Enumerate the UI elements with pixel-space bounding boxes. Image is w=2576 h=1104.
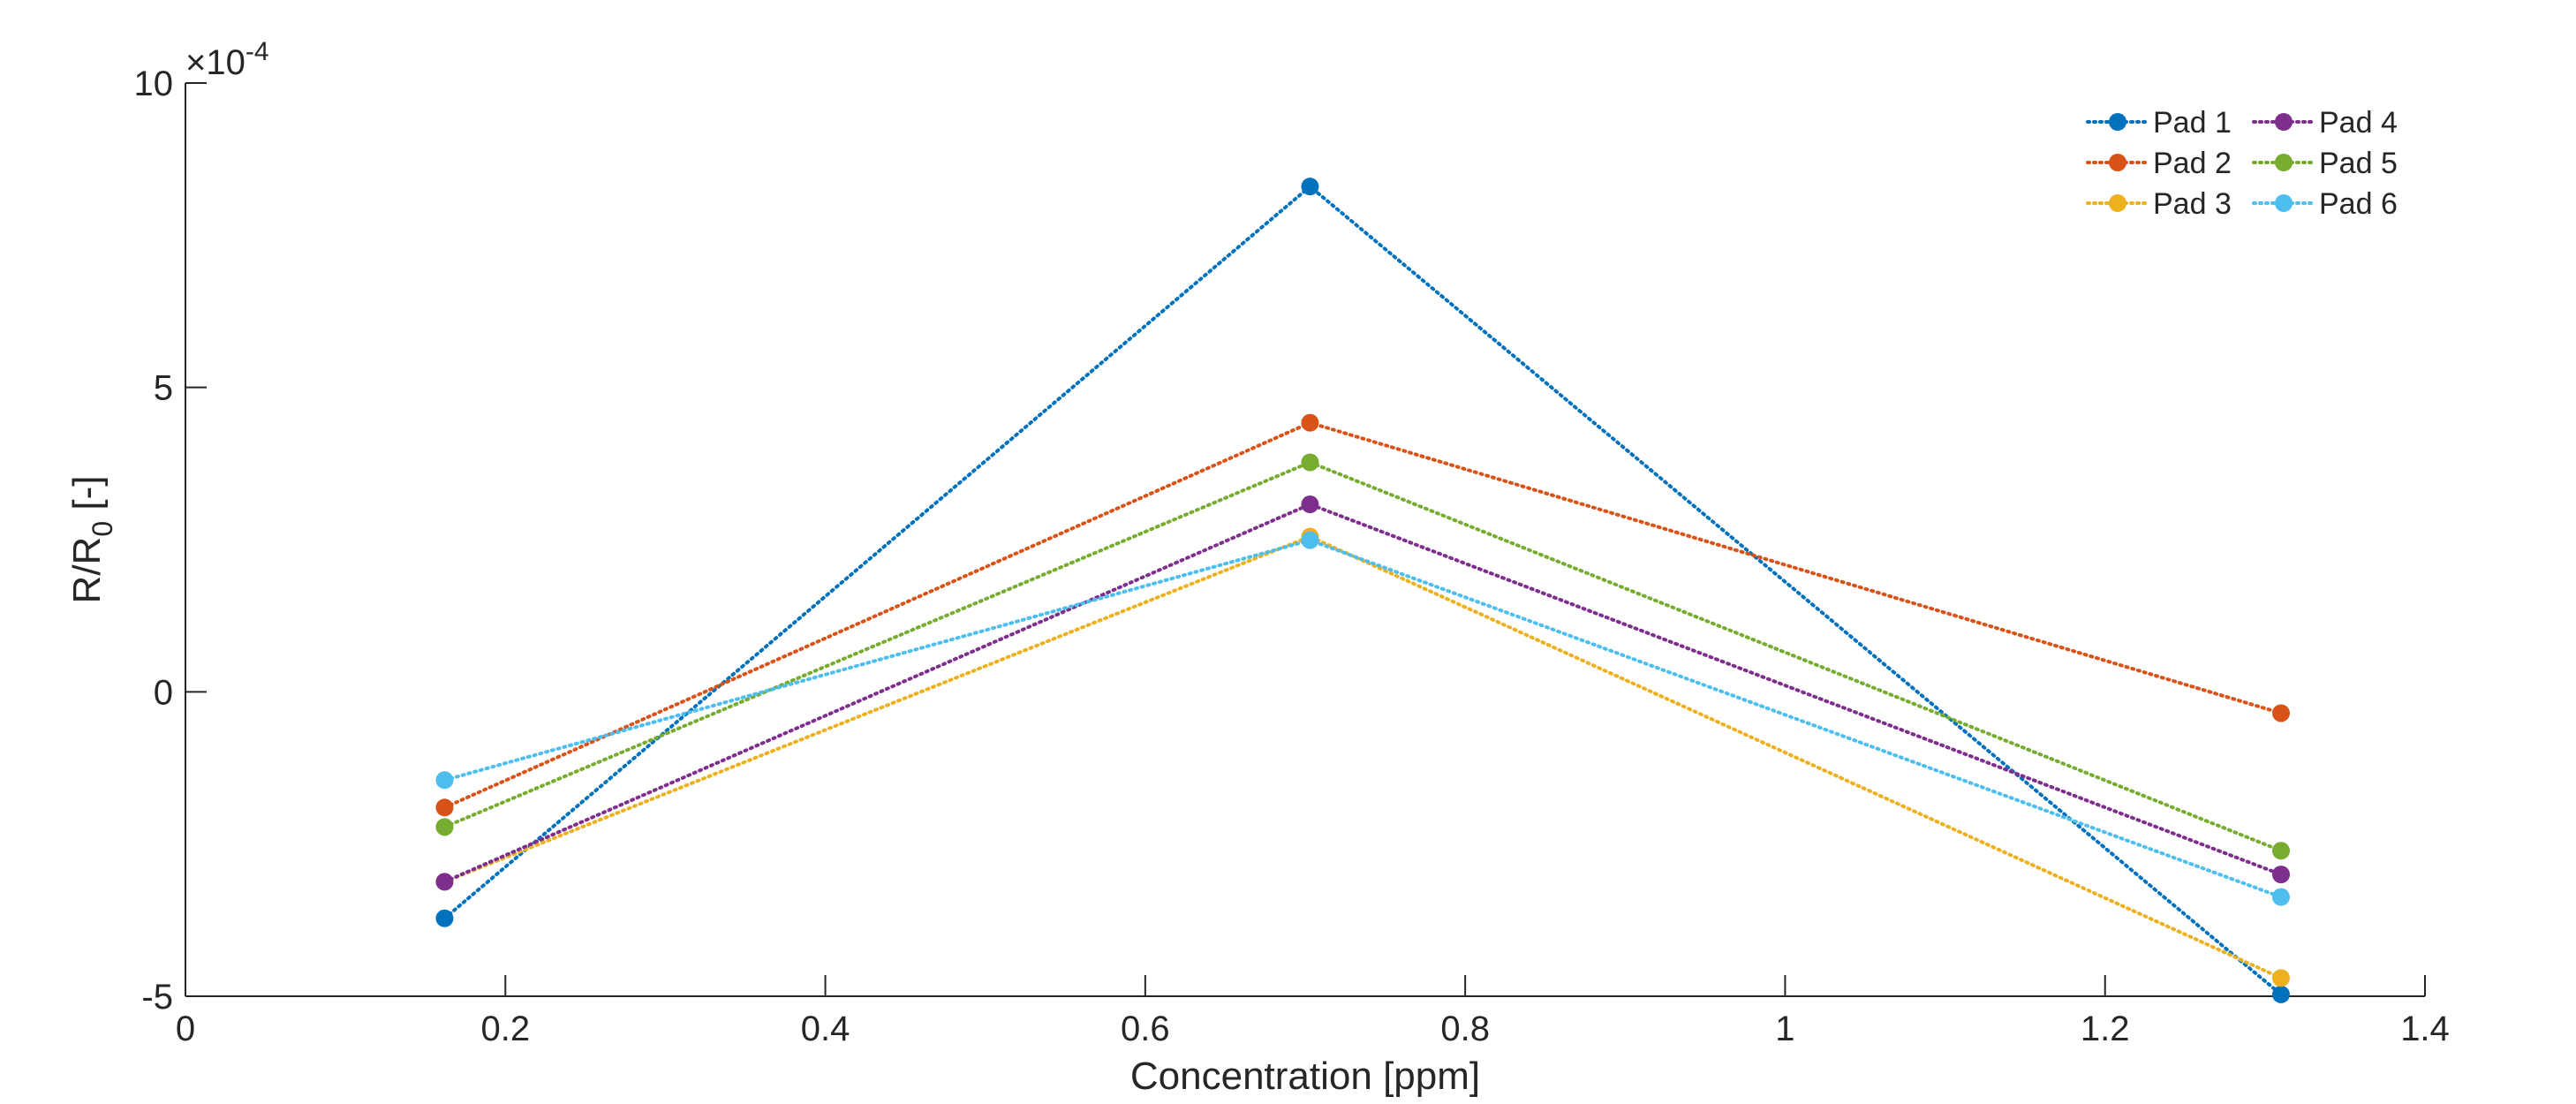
y-tick-label: 5	[154, 369, 173, 408]
series-line	[442, 538, 2283, 899]
legend-label: Pad 6	[2319, 187, 2398, 221]
x-tick-label: 1	[1775, 1009, 1794, 1048]
series-5	[435, 453, 2290, 860]
data-point	[435, 818, 454, 836]
legend-item: Pad 4	[2252, 106, 2398, 140]
x-ticks: 0 0.2 0.4 0.6 0.8 1 1.2 1.4	[176, 975, 2450, 1048]
legend-swatch-marker	[2275, 154, 2293, 171]
series-1	[435, 178, 2290, 1003]
series-6	[435, 531, 2290, 906]
data-point	[1301, 178, 1319, 196]
legend-label: Pad 5	[2319, 147, 2398, 180]
series-line	[442, 420, 2283, 810]
y-axis-exponent: ×10-4	[185, 37, 269, 82]
x-axis-title: Concentration [ppm]	[1130, 1055, 1480, 1098]
data-point	[1301, 495, 1319, 514]
series-4	[435, 495, 2290, 891]
y-exponent-power: -4	[246, 37, 269, 66]
y-tick-label: 0	[154, 673, 173, 712]
y-tick-label: -5	[141, 978, 173, 1017]
x-tick-label: 1.2	[2081, 1009, 2130, 1048]
data-point	[2271, 888, 2290, 906]
y-title-subscript: 0	[87, 521, 118, 537]
y-ticks: -5 0 5 10	[134, 64, 207, 1017]
series-line	[442, 534, 2283, 980]
series-line	[442, 460, 2283, 853]
y-exponent-base: ×10	[185, 43, 246, 82]
data-point	[435, 798, 454, 817]
legend-item: Pad 2	[2086, 147, 2232, 180]
data-point	[1301, 453, 1319, 472]
x-tick-label: 0	[176, 1009, 195, 1048]
y-title-suffix: [-]	[65, 476, 109, 521]
legend-label: Pad 4	[2319, 106, 2398, 140]
x-tick-label: 0.8	[1440, 1009, 1490, 1048]
data-point	[435, 771, 454, 790]
y-axis-title: R/R0 [-]	[65, 476, 118, 604]
legend-swatch-marker	[2109, 194, 2127, 212]
legend-swatch-marker	[2275, 194, 2293, 212]
data-point	[2271, 704, 2290, 722]
legend-item: Pad 6	[2252, 187, 2398, 221]
data-point	[2271, 842, 2290, 860]
series-3	[435, 527, 2290, 987]
legend-swatch-marker	[2275, 113, 2293, 131]
data-point	[1301, 531, 1319, 549]
legend-label: Pad 1	[2153, 106, 2232, 140]
data-point	[435, 909, 454, 927]
data-point	[435, 873, 454, 891]
legend: Pad 1 Pad 2 Pad 3 Pad 4 Pad 5 Pad 6	[2086, 106, 2398, 221]
axes	[185, 83, 2425, 997]
x-tick-label: 0.6	[1121, 1009, 1170, 1048]
legend-label: Pad 3	[2153, 187, 2232, 221]
data-point	[2271, 969, 2290, 987]
legend-label: Pad 2	[2153, 147, 2232, 180]
legend-swatch-marker	[2109, 113, 2127, 131]
x-tick-label: 0.2	[480, 1009, 530, 1048]
series-line	[442, 184, 2283, 996]
data-series	[435, 178, 2290, 1003]
legend-swatch-marker	[2109, 154, 2127, 171]
x-tick-label: 1.4	[2400, 1009, 2450, 1048]
y-tick-label: 10	[134, 64, 174, 103]
legend-item: Pad 3	[2086, 187, 2232, 221]
series-2	[435, 413, 2290, 817]
x-tick-label: 0.4	[801, 1009, 850, 1048]
data-point	[1301, 413, 1319, 432]
data-point	[2271, 866, 2290, 884]
legend-item: Pad 1	[2086, 106, 2232, 140]
y-title-main: R/R	[65, 537, 109, 604]
data-point	[2271, 985, 2290, 1003]
legend-item: Pad 5	[2252, 147, 2398, 180]
